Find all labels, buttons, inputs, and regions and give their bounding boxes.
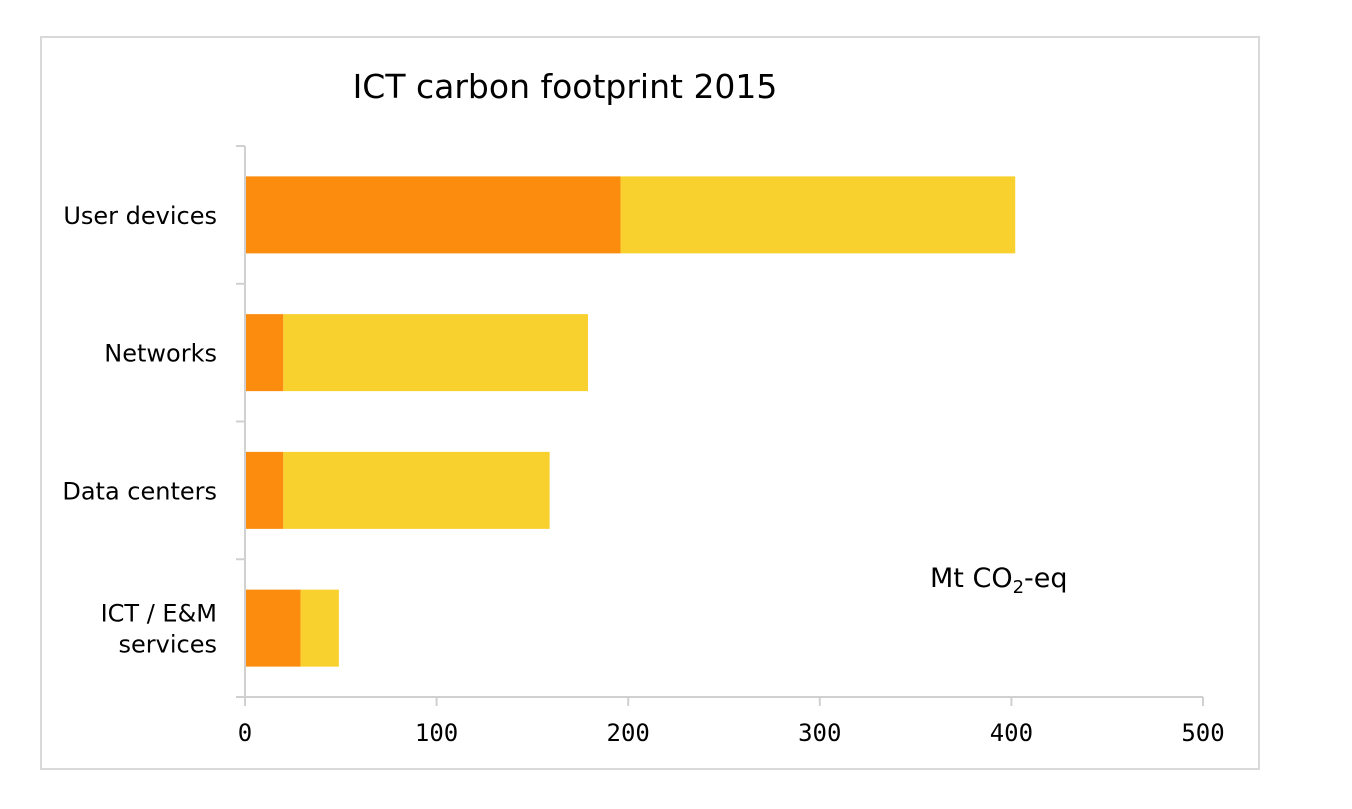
- chart-frame: [40, 36, 1260, 770]
- plot-area: 0 100 200 300 400 500 User devices Networks Data…: [62, 145, 1225, 747]
- bar-1-3: [245, 589, 301, 667]
- unit-label: Mt CO2-eq: [930, 563, 1068, 598]
- x-tick-label-0: 0: [238, 719, 252, 747]
- bar-1-1: [245, 314, 284, 392]
- x-tick-label-2: 200: [607, 719, 650, 747]
- x-tick-label-5: 500: [1181, 719, 1224, 747]
- bar-1-0: [245, 176, 621, 254]
- x-tick-label-3: 300: [798, 719, 841, 747]
- category-label-1: Networks: [104, 340, 217, 368]
- category-label-3-line-0: ICT / E&M: [101, 600, 217, 628]
- chart-title: ICT carbon footprint 2015: [353, 67, 778, 106]
- category-label-3-line-1: services: [119, 631, 217, 659]
- bar-1-2: [245, 451, 284, 529]
- category-label-0: User devices: [63, 202, 217, 230]
- bar-2-1: [283, 314, 588, 392]
- bar-2-2: [283, 451, 550, 529]
- bar-2-0: [620, 176, 1016, 254]
- x-tick-label-1: 100: [415, 719, 458, 747]
- bar-2-3: [300, 589, 339, 667]
- x-tick-label-4: 400: [990, 719, 1033, 747]
- category-label-2: Data centers: [62, 477, 217, 505]
